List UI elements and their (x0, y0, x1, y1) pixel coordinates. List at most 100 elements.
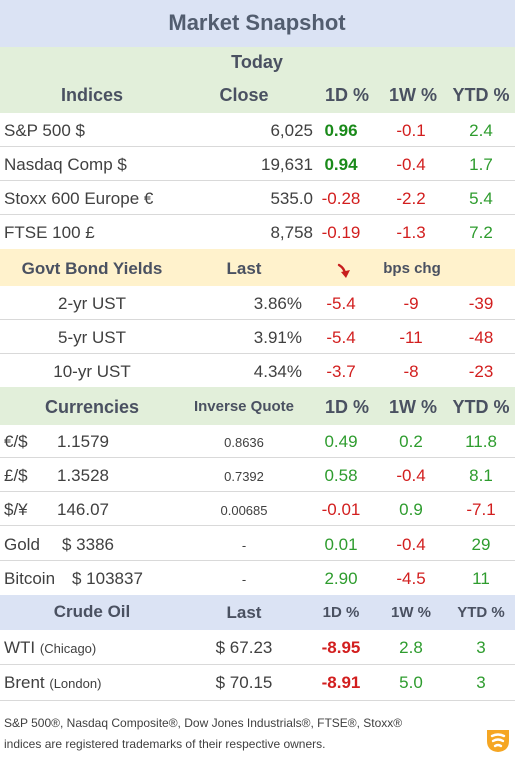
table-row-label: 10-yr UST (53, 362, 131, 381)
currencies-band (0, 387, 515, 425)
table-cell: -23 (468, 362, 494, 381)
w1-header: 1W % (390, 604, 432, 621)
d1-header: 1D % (324, 85, 370, 105)
row-divider (0, 146, 515, 147)
ytd-header: YTD % (452, 397, 510, 417)
table-cell: 5.4 (469, 189, 493, 208)
table-cell: 1.7 (469, 155, 493, 174)
today-band (0, 47, 515, 113)
footer-line-2: indices are registered trademarks of the… (4, 737, 326, 751)
table-cell: -0.4 (396, 466, 426, 485)
table-cell: 3 (476, 638, 486, 657)
table-cell: 535.0 (270, 189, 313, 208)
row-divider (0, 457, 515, 458)
row-divider (0, 664, 515, 665)
crude-oil-header: Crude Oil (53, 602, 131, 621)
table-cell: 2.90 (324, 569, 358, 588)
table-row-label: Gold (4, 535, 40, 554)
table-cell: -0.01 (321, 500, 361, 519)
table-cell: -5.4 (326, 294, 356, 313)
oil-location: (London) (49, 676, 102, 691)
table-cell: -0.4 (396, 155, 426, 174)
table-row-label: Bitcoin (4, 569, 56, 588)
bond-band (0, 249, 515, 286)
table-cell: 146.07 (57, 500, 109, 519)
table-cell: 11 (472, 569, 490, 588)
table-cell: 2.8 (399, 638, 423, 657)
table-cell: 3.86% (253, 294, 302, 313)
oil-band (0, 595, 515, 630)
table-cell: 0.8636 (224, 435, 264, 450)
table-cell: -39 (468, 294, 494, 313)
table-cell: -2.2 (396, 189, 426, 208)
table-cell: $ 103837 (72, 569, 143, 588)
table-cell: 0.7392 (224, 469, 264, 484)
last-header: Last (226, 259, 262, 278)
bonds-header: Govt Bond Yields (21, 259, 163, 278)
bps-chg-header: bps chg (383, 260, 441, 277)
row-divider (0, 525, 515, 526)
table-cell: -8 (403, 362, 419, 381)
down-arrow-icon (337, 263, 350, 278)
last-header: Last (226, 603, 262, 622)
table-cell: 0.2 (399, 432, 423, 451)
table-cell: 2.4 (469, 121, 493, 140)
close-header: Close (219, 85, 269, 105)
d1-header: 1D % (322, 604, 360, 621)
table-cell: 7.2 (469, 223, 493, 242)
table-cell: 1.1579 (57, 432, 109, 451)
table-cell: 8,758 (270, 223, 313, 242)
table-cell: 0.58 (324, 466, 358, 485)
table-cell: $ 70.15 (215, 673, 273, 692)
w1-header: 1W % (388, 85, 438, 105)
table-cell: 4.34% (253, 362, 302, 381)
table-cell: - (241, 572, 247, 587)
oil-name: Brent (4, 673, 45, 692)
table-row-label: 5-yr UST (58, 328, 126, 347)
d1-header: 1D % (324, 397, 370, 417)
table-cell: 0.01 (324, 535, 358, 554)
table-cell: 0.96 (324, 121, 358, 140)
table-cell: 0.00685 (220, 503, 268, 518)
table-row-label: Nasdaq Comp $ (4, 155, 127, 174)
ytd-header: YTD % (457, 604, 505, 621)
page-title: Market Snapshot (168, 10, 346, 35)
table-cell: -8.95 (321, 638, 361, 657)
row-divider (0, 214, 515, 215)
table-cell: -8.91 (321, 673, 361, 692)
table-cell: $ 67.23 (215, 638, 273, 657)
row-divider (0, 319, 515, 320)
table-cell: -0.19 (321, 223, 361, 242)
table-cell: 1.3528 (57, 466, 109, 485)
table-cell: 11.8 (465, 432, 497, 451)
inverse-quote-header: Inverse Quote (193, 398, 295, 415)
table-row-label: WTI (Chicago) (4, 639, 96, 656)
table-cell: 3 (476, 673, 486, 692)
ytd-header: YTD % (452, 85, 510, 105)
table-cell: 8.1 (469, 466, 493, 485)
table-row-label: €/$ (4, 432, 28, 451)
table-cell: -5.4 (326, 328, 356, 347)
table-cell: -11 (399, 328, 423, 347)
table-cell: 0.9 (399, 500, 423, 519)
table-cell: 5.0 (399, 673, 423, 692)
table-cell: 3.91% (253, 328, 302, 347)
table-cell: -1.3 (396, 223, 426, 242)
row-divider (0, 491, 515, 492)
brand-logo-icon (487, 730, 509, 752)
row-divider (0, 700, 515, 701)
table-cell: -0.1 (396, 121, 426, 140)
table-row-label: Brent (London) (4, 674, 101, 691)
table-cell: -4.5 (396, 569, 426, 588)
oil-location: (Chicago) (39, 641, 97, 656)
table-row-label: Stoxx 600 Europe € (4, 189, 154, 208)
row-divider (0, 353, 515, 354)
table-cell: 29 (471, 535, 491, 554)
table-cell: -0.4 (396, 535, 426, 554)
title-band (0, 0, 515, 47)
footer-line-1: S&P 500®, Nasdaq Composite®, Dow Jones I… (4, 716, 403, 730)
table-cell: -9 (403, 294, 419, 313)
table-cell: - (241, 538, 247, 553)
table-cell: 19,631 (261, 155, 313, 174)
table-cell: $ 3386 (62, 535, 114, 554)
